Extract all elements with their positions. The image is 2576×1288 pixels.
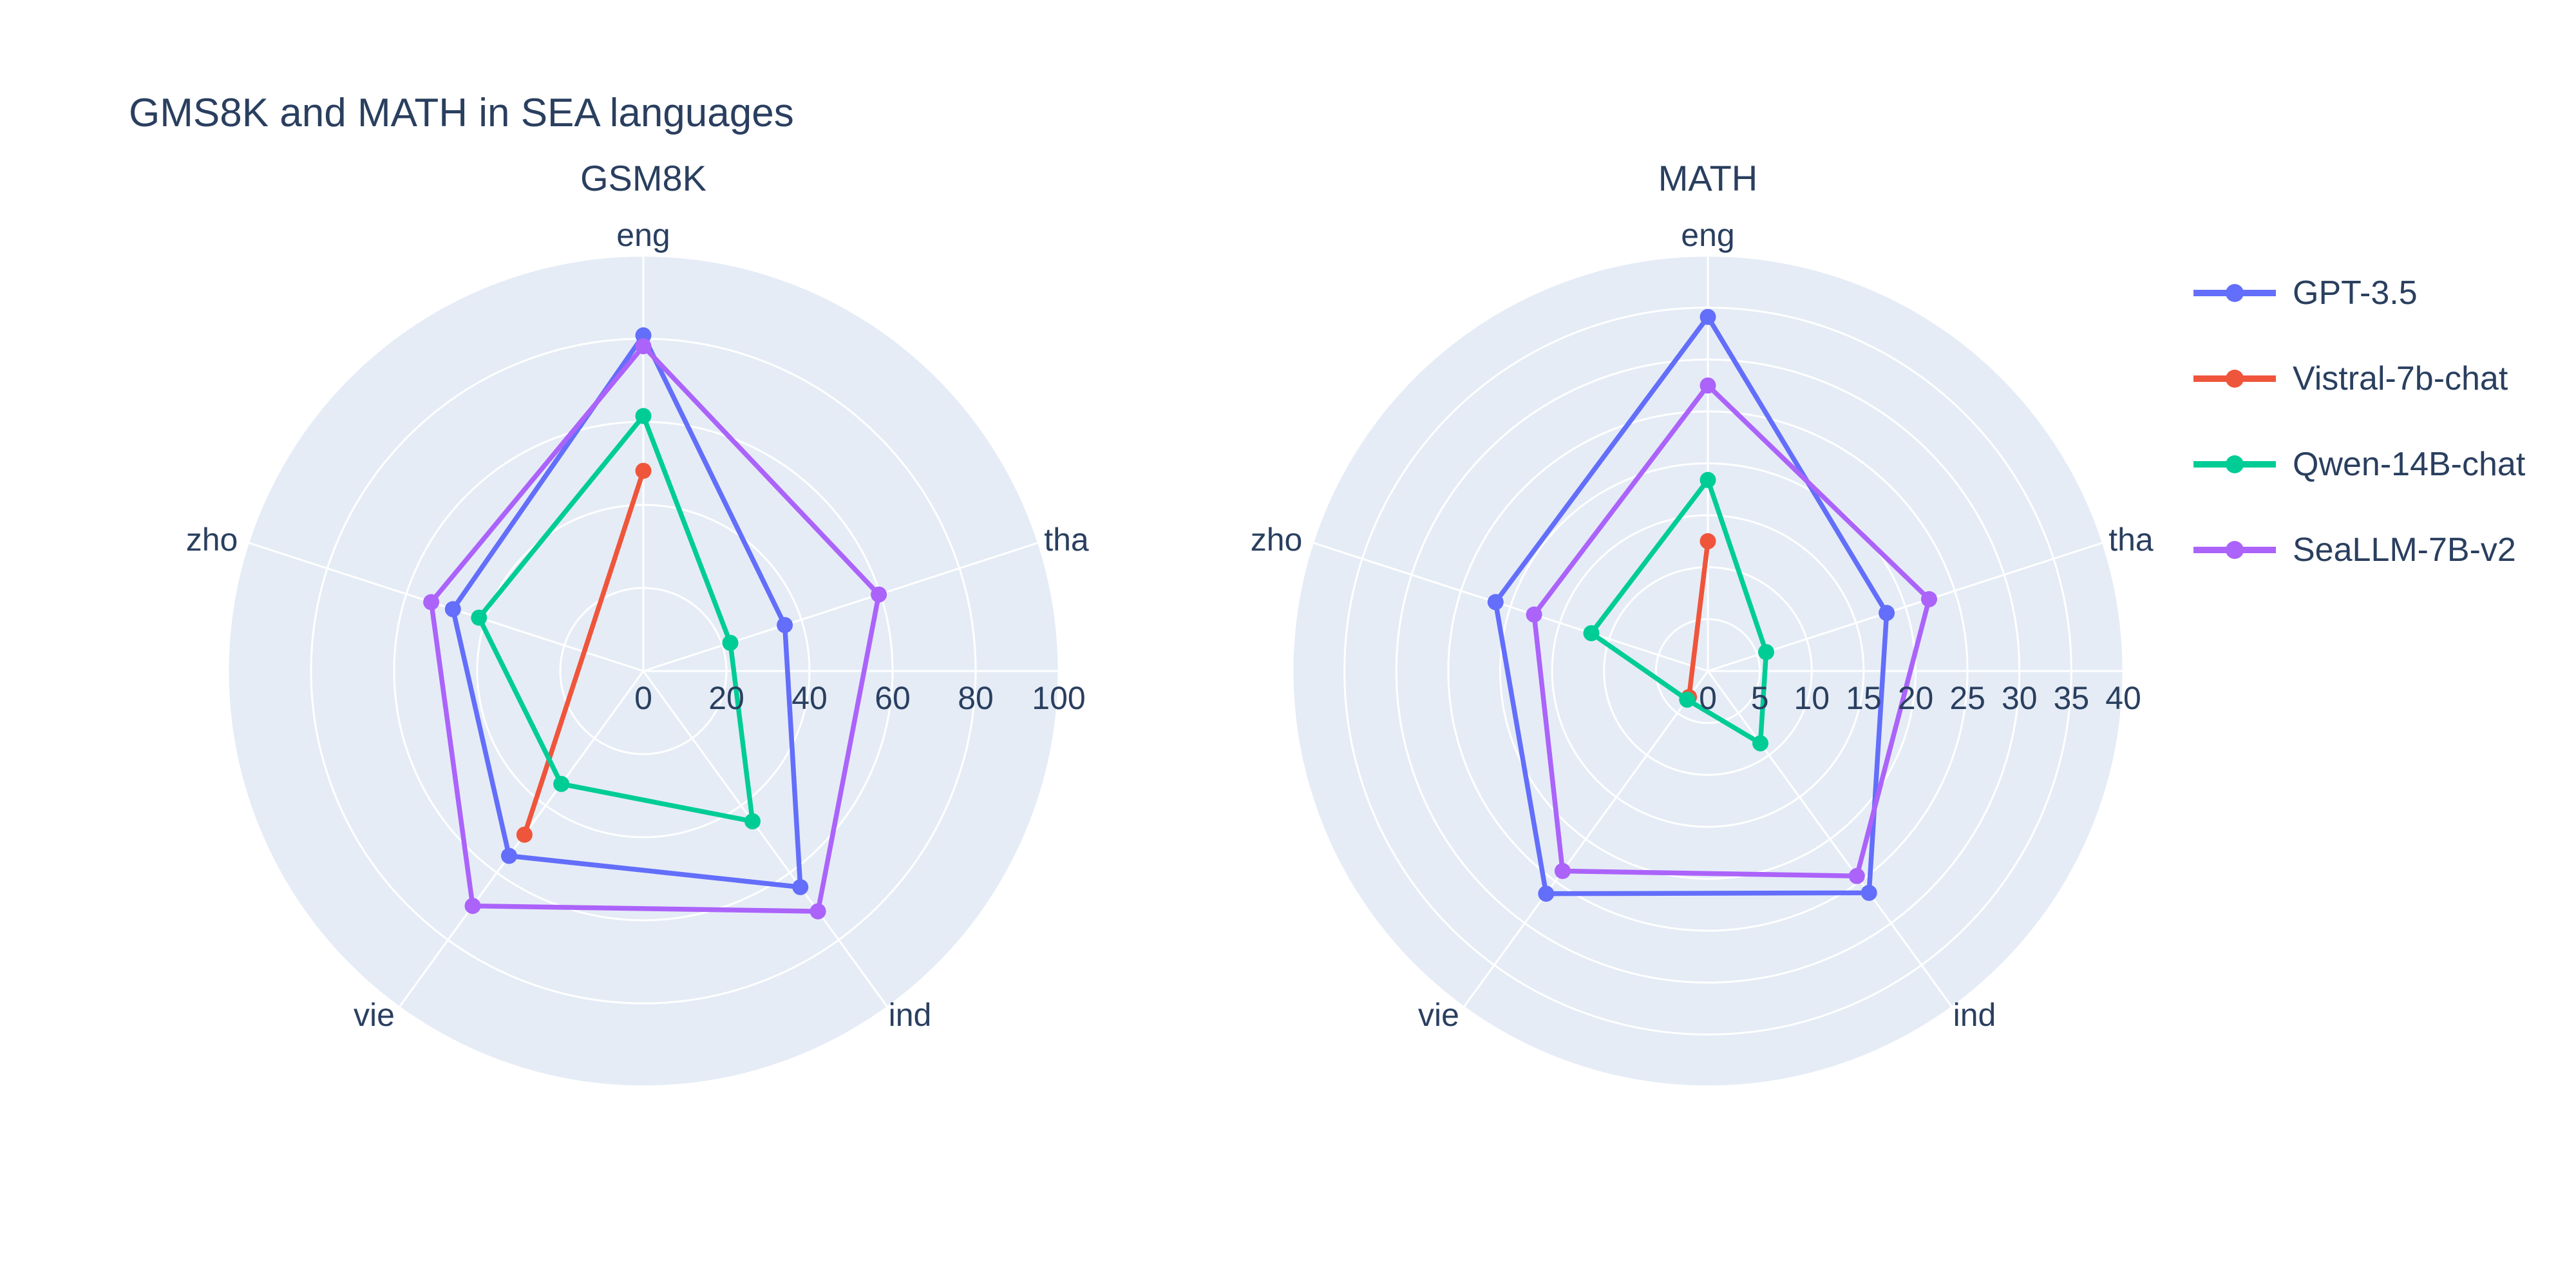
angular-spoke-vie <box>1463 670 1709 1008</box>
radial-tick-label: 80 <box>958 680 994 716</box>
series-gpt-3-5 <box>444 327 809 895</box>
radial-tick-label: 100 <box>1032 680 1085 716</box>
category-label-tha: tha <box>1044 522 1089 558</box>
category-label-vie: vie <box>1418 997 1459 1033</box>
series-qwen-14b-chat <box>1583 471 1774 752</box>
legend-item-label: Qwen-14B-chat <box>2293 446 2526 483</box>
angular-spoke-tha <box>643 542 1039 672</box>
category-label-zho: zho <box>1251 522 1303 558</box>
data-point-marker-qwen-14b-chat[interactable] <box>553 775 570 792</box>
data-point-marker-qwen-14b-chat[interactable] <box>1752 735 1768 752</box>
legend-item-seallm-7b-v2[interactable]: SeaLLM-7B-v2 <box>2191 529 2516 571</box>
radial-tick-label: 0 <box>1699 680 1717 716</box>
radar-chart-math: 0 5 10 15 20 25 30 35 40 eng tha ind vie zho <box>1251 217 2154 1088</box>
legend-swatch-seallm-7b-v2 <box>2193 541 2276 559</box>
radial-tick-label: 15 <box>1846 680 1882 716</box>
legend-swatch-gpt-3-5 <box>2193 284 2276 302</box>
legend-item-label: GPT-3.5 <box>2293 274 2418 312</box>
data-point-marker-gpt-3-5[interactable] <box>1700 308 1716 325</box>
data-point-marker-qwen-14b-chat[interactable] <box>1583 625 1600 641</box>
series-line-gpt-3-5 <box>1493 314 1889 896</box>
data-point-marker-seallm-7b-v2[interactable] <box>423 594 440 611</box>
data-point-marker-seallm-7b-v2[interactable] <box>1526 606 1542 623</box>
data-point-marker-seallm-7b-v2[interactable] <box>1848 867 1865 884</box>
series-vistral-7b-chat <box>516 462 652 843</box>
data-point-marker-seallm-7b-v2[interactable] <box>1700 377 1716 394</box>
series-gpt-3-5 <box>1487 308 1895 902</box>
data-point-marker-gpt-3-5[interactable] <box>777 617 793 634</box>
category-label-ind: ind <box>1953 997 1996 1033</box>
angular-spoke-ind <box>642 670 889 1008</box>
category-label-eng: eng <box>616 217 670 253</box>
radial-tick-label: 60 <box>875 680 911 716</box>
radial-tick-label: 40 <box>791 680 828 716</box>
radial-tick-label: 20 <box>1898 680 1934 716</box>
category-label-vie: vie <box>354 997 395 1033</box>
data-point-marker-gpt-3-5[interactable] <box>1861 884 1877 901</box>
series-seallm-7b-v2 <box>423 338 887 920</box>
radial-tick-label: 5 <box>1751 680 1769 716</box>
series-line-gpt-3-5 <box>450 333 803 890</box>
series-line-seallm-7b-v2 <box>1531 383 1932 879</box>
data-point-marker-gpt-3-5[interactable] <box>1879 605 1895 621</box>
series-seallm-7b-v2 <box>1526 377 1937 884</box>
data-point-marker-qwen-14b-chat[interactable] <box>1700 471 1716 488</box>
chart-title-gsm8k: GSM8K <box>580 158 707 198</box>
radial-tick-label: 0 <box>634 680 652 716</box>
data-point-marker-qwen-14b-chat[interactable] <box>1758 644 1774 661</box>
legend-swatch-qwen-14b-chat <box>2193 455 2276 473</box>
data-point-marker-gpt-3-5[interactable] <box>792 879 809 895</box>
data-point-marker-gpt-3-5[interactable] <box>444 601 461 618</box>
series-line-qwen-14b-chat <box>1589 477 1769 746</box>
radial-tick-label: 40 <box>2105 680 2141 716</box>
data-point-marker-seallm-7b-v2[interactable] <box>810 903 826 920</box>
category-label-tha: tha <box>2108 522 2154 558</box>
category-label-zho: zho <box>186 522 238 558</box>
data-point-marker-gpt-3-5[interactable] <box>1538 886 1555 902</box>
radar-chart-gsm8k: 0 20 40 60 80 100 eng tha ind vie zho <box>186 217 1089 1088</box>
angular-spoke-ind <box>1707 670 1953 1008</box>
legend-item-label: Vistral-7b-chat <box>2293 360 2508 397</box>
data-point-marker-gpt-3-5[interactable] <box>1487 594 1504 611</box>
data-point-marker-vistral-7b-chat[interactable] <box>1700 533 1716 549</box>
data-point-marker-seallm-7b-v2[interactable] <box>1921 591 1937 607</box>
radial-tick-label: 10 <box>1794 680 1830 716</box>
data-point-marker-seallm-7b-v2[interactable] <box>464 898 481 914</box>
legend-marker-icon <box>2226 370 2244 388</box>
data-point-marker-vistral-7b-chat[interactable] <box>516 826 533 843</box>
data-point-marker-qwen-14b-chat[interactable] <box>722 634 739 651</box>
legend-item-label: SeaLLM-7B-v2 <box>2293 531 2516 569</box>
data-point-marker-seallm-7b-v2[interactable] <box>871 586 887 603</box>
radial-tick-label: 25 <box>1949 680 1985 716</box>
data-point-marker-qwen-14b-chat[interactable] <box>1679 691 1696 708</box>
angular-spoke-zho <box>1312 542 1709 672</box>
series-qwen-14b-chat <box>471 408 761 829</box>
main-title: GMS8K and MATH in SEA languages <box>129 91 794 135</box>
legend-item-gpt-3-5[interactable]: GPT-3.5 <box>2191 272 2418 314</box>
radial-tick-label: 30 <box>2002 680 2038 716</box>
data-point-marker-seallm-7b-v2[interactable] <box>635 338 652 355</box>
radial-tick-label: 35 <box>2054 680 2090 716</box>
legend-swatch-vistral-7b-chat <box>2193 370 2276 388</box>
legend-marker-icon <box>2226 541 2244 559</box>
legend-marker-icon <box>2226 455 2244 473</box>
category-label-ind: ind <box>889 997 932 1033</box>
legend-marker-icon <box>2226 284 2244 302</box>
data-point-marker-qwen-14b-chat[interactable] <box>471 609 488 626</box>
category-label-eng: eng <box>1681 217 1734 253</box>
data-point-marker-vistral-7b-chat[interactable] <box>635 462 652 479</box>
chart-title-math: MATH <box>1658 158 1758 198</box>
data-point-marker-gpt-3-5[interactable] <box>501 848 517 864</box>
legend-item-vistral-7b-chat[interactable]: Vistral-7b-chat <box>2191 358 2508 399</box>
legend-item-qwen-14b-chat[interactable]: Qwen-14B-chat <box>2191 444 2525 485</box>
data-point-marker-seallm-7b-v2[interactable] <box>1554 863 1571 879</box>
series-line-qwen-14b-chat <box>477 413 755 824</box>
data-point-marker-qwen-14b-chat[interactable] <box>635 408 652 424</box>
radial-tick-label: 20 <box>708 680 744 716</box>
series-line-seallm-7b-v2 <box>428 343 882 914</box>
data-point-marker-qwen-14b-chat[interactable] <box>744 813 761 829</box>
